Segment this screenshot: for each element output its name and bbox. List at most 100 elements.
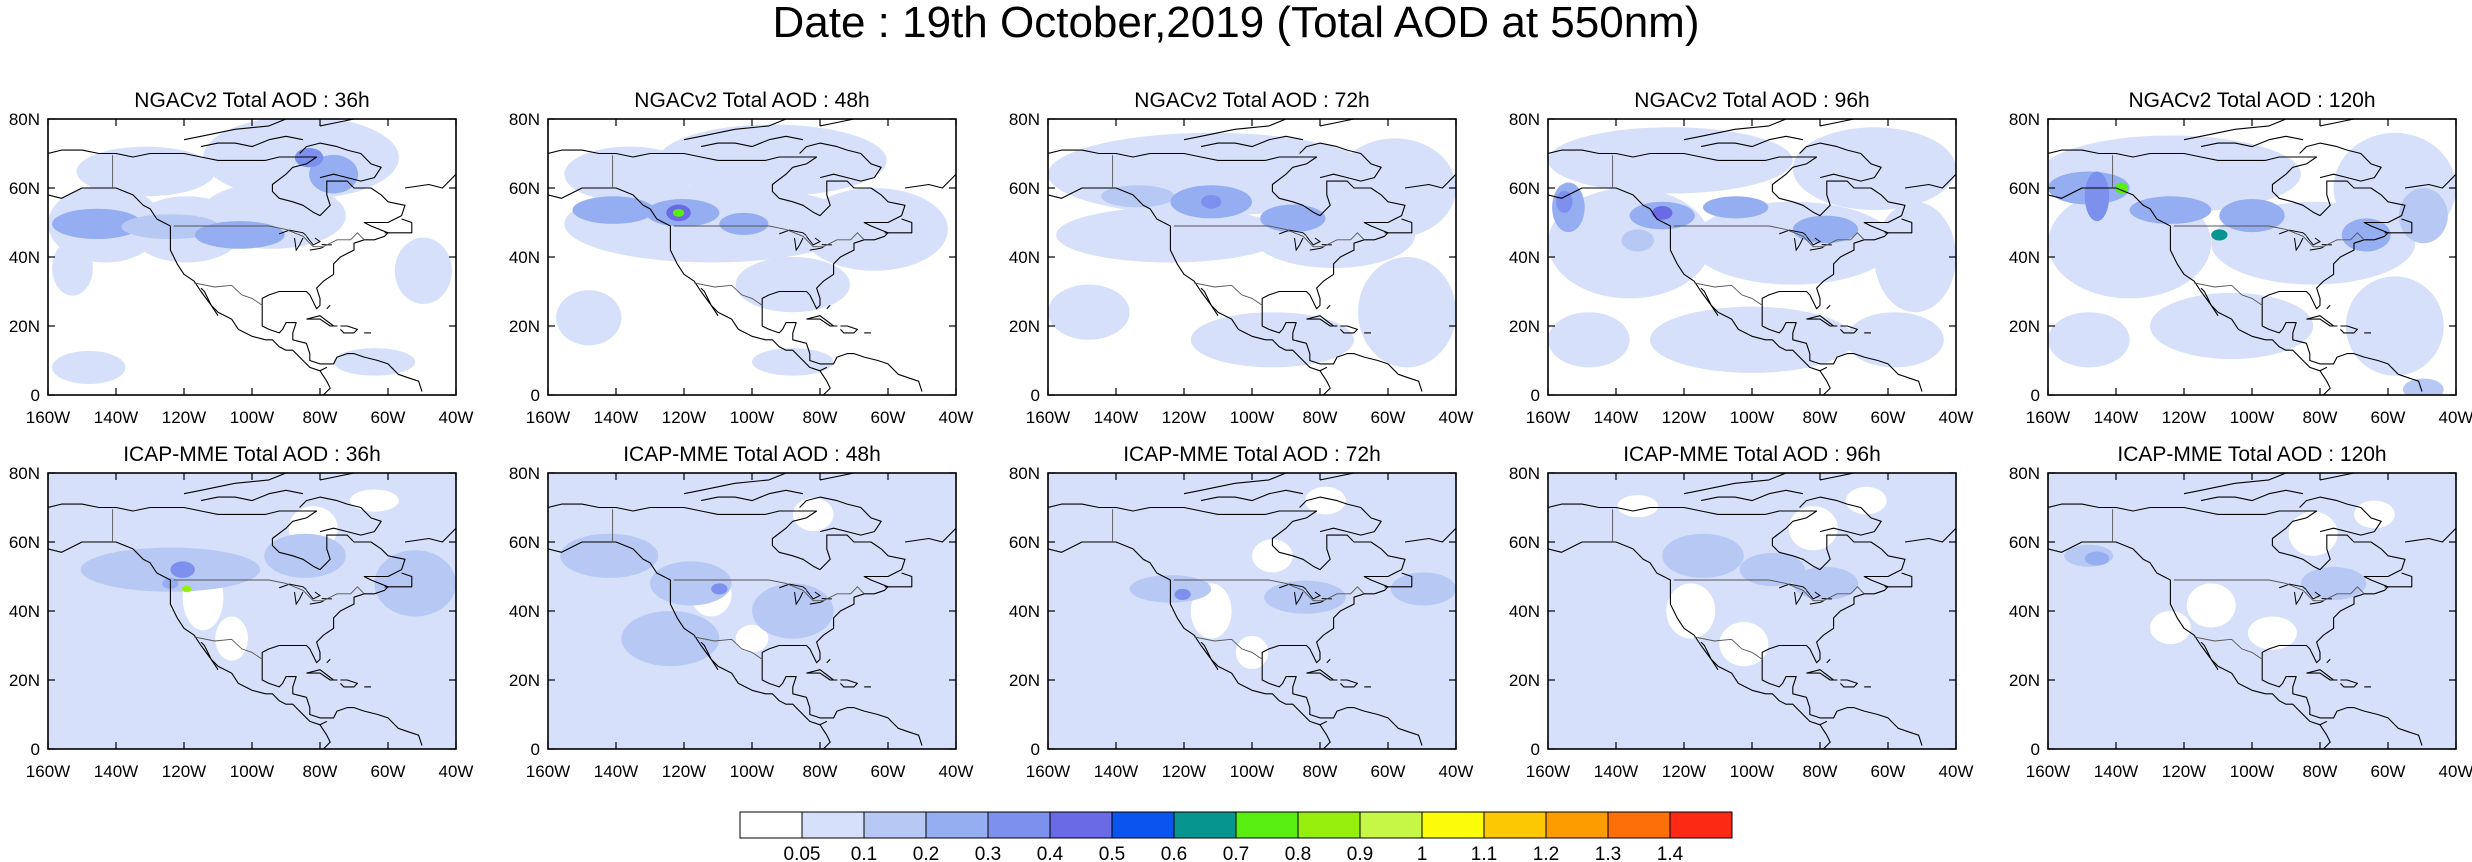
country-border — [673, 579, 865, 602]
coastline — [1819, 119, 1871, 127]
map-panel: NGACv2 Total AOD : 48h 160W 140W 120W 100W 80… — [509, 89, 974, 427]
x-tick-label: 80W — [2303, 408, 2338, 427]
coastline — [1261, 520, 1406, 664]
colorbar-label: 0.05 — [784, 844, 821, 862]
country-border — [1694, 636, 1763, 660]
coastline — [1904, 173, 1956, 189]
coastline — [1200, 641, 1219, 671]
coastline — [700, 135, 804, 148]
coastline — [48, 503, 318, 522]
x-tick-label: 100W — [230, 408, 274, 427]
coastline — [2048, 187, 2328, 372]
lake-outline — [779, 229, 807, 236]
lake-outline — [1309, 246, 1324, 251]
x-tick-label: 140W — [1094, 408, 1138, 427]
lake-outline — [294, 237, 304, 252]
aod-plume — [2150, 292, 2314, 360]
colorbar-swatch — [1607, 811, 1671, 839]
country-border — [2173, 579, 2365, 602]
y-tick-label: 60N — [2009, 179, 2040, 198]
coastline — [306, 669, 338, 681]
x-tick-label: 140W — [594, 762, 638, 781]
y-tick-label: 40N — [2009, 248, 2040, 267]
y-tick-label: 60N — [509, 179, 540, 198]
coastline — [1799, 496, 1882, 536]
aod-plume — [2398, 188, 2448, 244]
panel-title: ICAP-MME Total AOD : 72h — [1123, 443, 1381, 466]
country-border — [694, 282, 763, 306]
coastline — [884, 218, 913, 234]
y-tick-label: 60N — [1509, 533, 1540, 552]
coastline — [884, 572, 913, 588]
y-tick-label: 20N — [509, 317, 540, 336]
y-tick-label: 0 — [1031, 386, 1040, 405]
coastline — [904, 527, 956, 543]
coastline — [1904, 527, 1956, 543]
aod-plume — [1652, 205, 1673, 220]
coastline — [384, 572, 413, 588]
coastline — [319, 473, 371, 481]
colorbar-swatch — [1297, 811, 1361, 839]
aod-plume — [800, 188, 948, 271]
y-tick-label: 80N — [1009, 110, 1040, 129]
coastline — [683, 473, 787, 495]
coastline — [1384, 218, 1413, 234]
colorbar-label: 1.1 — [1471, 844, 1497, 862]
country-border — [694, 636, 763, 660]
colorbar-swatch — [925, 811, 989, 839]
x-tick-label: 100W — [1730, 408, 1774, 427]
coastline — [1826, 304, 1831, 310]
coastline — [2048, 541, 2328, 726]
coastline — [2306, 669, 2338, 681]
panel-title: ICAP-MME Total AOD : 96h — [1623, 443, 1881, 466]
coastline — [683, 119, 787, 141]
map-panel: NGACv2 Total AOD : 72h 160W 140W 120W 100W 80… — [1009, 89, 1474, 427]
coastline — [2404, 527, 2456, 543]
aod-clean-patch — [1788, 506, 1838, 551]
coastline — [2319, 370, 2331, 395]
panel-title: NGACv2 Total AOD : 72h — [1134, 89, 1369, 112]
aod-clean-patch — [2150, 611, 2191, 645]
x-tick-label: 160W — [26, 408, 70, 427]
coastline — [1340, 325, 1358, 334]
coastline — [548, 149, 818, 168]
coastline — [319, 119, 371, 127]
lake-outline — [779, 583, 807, 590]
y-tick-label: 80N — [9, 110, 40, 129]
coastline — [200, 287, 219, 317]
map-panel: NGACv2 Total AOD : 96h 160W 140W 120W 100W 80… — [1509, 89, 1974, 427]
y-tick-label: 80N — [1009, 464, 1040, 483]
aod-field — [1548, 119, 1956, 395]
x-tick-label: 80W — [303, 408, 338, 427]
coastline — [1306, 315, 1338, 327]
coastline — [548, 503, 818, 522]
colorbar-label: 0.6 — [1161, 844, 1187, 862]
lake-outline — [794, 591, 804, 606]
y-tick-label: 20N — [2009, 317, 2040, 336]
x-tick-label: 60W — [871, 762, 906, 781]
aod-clean-patch — [2186, 583, 2236, 628]
x-tick-label: 140W — [594, 408, 638, 427]
coastline — [200, 641, 219, 671]
coastline — [1261, 659, 1423, 746]
country-border — [2173, 225, 2365, 248]
coastline — [1683, 119, 1787, 141]
lake-outline — [809, 246, 824, 251]
y-tick-label: 20N — [509, 671, 540, 690]
map-panels: NGACv2 Total AOD : 36h 160W 140W 120W 100W 80… — [9, 89, 2472, 781]
coastline — [2200, 287, 2219, 317]
coastline — [2319, 119, 2371, 127]
y-tick-label: 80N — [1509, 464, 1540, 483]
coastline — [1700, 135, 1804, 148]
country-border — [2194, 636, 2263, 660]
aod-clean-patch — [735, 624, 769, 653]
y-tick-label: 80N — [509, 110, 540, 129]
coastline — [2306, 315, 2338, 327]
country-border — [173, 225, 365, 248]
lake-outline — [1806, 589, 1821, 600]
aod-plume — [1264, 580, 1346, 614]
coastline — [319, 724, 331, 749]
country-border — [673, 225, 865, 248]
coastline — [2261, 166, 2406, 310]
colorbar-swatch — [863, 811, 927, 839]
